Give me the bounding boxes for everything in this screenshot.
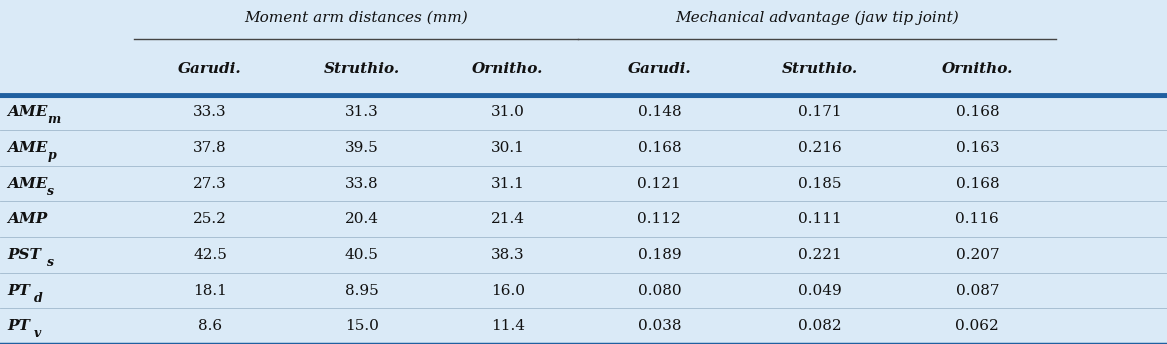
Text: 40.5: 40.5 bbox=[344, 248, 379, 262]
Text: 38.3: 38.3 bbox=[491, 248, 524, 262]
Text: 30.1: 30.1 bbox=[490, 141, 525, 155]
Text: Mechanical advantage (jaw tip joint): Mechanical advantage (jaw tip joint) bbox=[675, 11, 959, 25]
Text: 0.148: 0.148 bbox=[637, 105, 682, 119]
Text: AMP: AMP bbox=[7, 212, 47, 226]
Text: s: s bbox=[47, 185, 54, 198]
Text: 31.0: 31.0 bbox=[490, 105, 525, 119]
Text: 0.121: 0.121 bbox=[637, 177, 682, 191]
Text: 0.171: 0.171 bbox=[798, 105, 841, 119]
Text: 21.4: 21.4 bbox=[490, 212, 525, 226]
Text: AME: AME bbox=[7, 105, 48, 119]
Text: 0.168: 0.168 bbox=[956, 177, 999, 191]
Text: 8.95: 8.95 bbox=[345, 283, 378, 298]
Text: 0.049: 0.049 bbox=[798, 283, 841, 298]
Text: 18.1: 18.1 bbox=[193, 283, 228, 298]
Text: 33.3: 33.3 bbox=[194, 105, 226, 119]
Text: 0.168: 0.168 bbox=[956, 105, 999, 119]
Text: 0.216: 0.216 bbox=[798, 141, 841, 155]
Text: AME: AME bbox=[7, 141, 48, 155]
Text: Struthio.: Struthio. bbox=[323, 62, 400, 76]
Text: 0.185: 0.185 bbox=[798, 177, 841, 191]
Text: 15.0: 15.0 bbox=[344, 319, 379, 333]
Text: PST: PST bbox=[7, 248, 41, 262]
Text: m: m bbox=[47, 114, 61, 127]
Text: 0.112: 0.112 bbox=[637, 212, 682, 226]
Text: Garudi.: Garudi. bbox=[179, 62, 242, 76]
Text: 0.163: 0.163 bbox=[956, 141, 999, 155]
Text: 0.111: 0.111 bbox=[798, 212, 841, 226]
Text: 33.8: 33.8 bbox=[345, 177, 378, 191]
Text: 0.189: 0.189 bbox=[637, 248, 682, 262]
Text: 0.116: 0.116 bbox=[956, 212, 999, 226]
Text: Ornitho.: Ornitho. bbox=[471, 62, 544, 76]
Text: 20.4: 20.4 bbox=[344, 212, 379, 226]
Text: 0.087: 0.087 bbox=[956, 283, 999, 298]
Text: 42.5: 42.5 bbox=[193, 248, 228, 262]
Text: 8.6: 8.6 bbox=[198, 319, 222, 333]
Text: 0.168: 0.168 bbox=[637, 141, 682, 155]
Text: Struthio.: Struthio. bbox=[782, 62, 858, 76]
Text: 39.5: 39.5 bbox=[345, 141, 378, 155]
Text: 0.082: 0.082 bbox=[798, 319, 841, 333]
Text: 0.207: 0.207 bbox=[956, 248, 999, 262]
Text: 11.4: 11.4 bbox=[490, 319, 525, 333]
Text: 31.1: 31.1 bbox=[490, 177, 525, 191]
Text: 0.038: 0.038 bbox=[637, 319, 682, 333]
Text: 37.8: 37.8 bbox=[194, 141, 226, 155]
Text: Ornitho.: Ornitho. bbox=[942, 62, 1013, 76]
Text: 0.080: 0.080 bbox=[637, 283, 682, 298]
Text: p: p bbox=[47, 149, 56, 162]
Text: AME: AME bbox=[7, 177, 48, 191]
Text: 27.3: 27.3 bbox=[194, 177, 226, 191]
Text: s: s bbox=[47, 256, 54, 269]
Text: Moment arm distances (mm): Moment arm distances (mm) bbox=[244, 11, 468, 25]
Text: 0.062: 0.062 bbox=[956, 319, 999, 333]
Text: PT: PT bbox=[7, 283, 30, 298]
Text: d: d bbox=[34, 292, 42, 305]
Text: 0.221: 0.221 bbox=[798, 248, 841, 262]
Text: 16.0: 16.0 bbox=[490, 283, 525, 298]
Text: 31.3: 31.3 bbox=[345, 105, 378, 119]
Text: v: v bbox=[34, 327, 41, 340]
Text: Garudi.: Garudi. bbox=[628, 62, 691, 76]
Text: PT: PT bbox=[7, 319, 30, 333]
Text: 25.2: 25.2 bbox=[193, 212, 228, 226]
